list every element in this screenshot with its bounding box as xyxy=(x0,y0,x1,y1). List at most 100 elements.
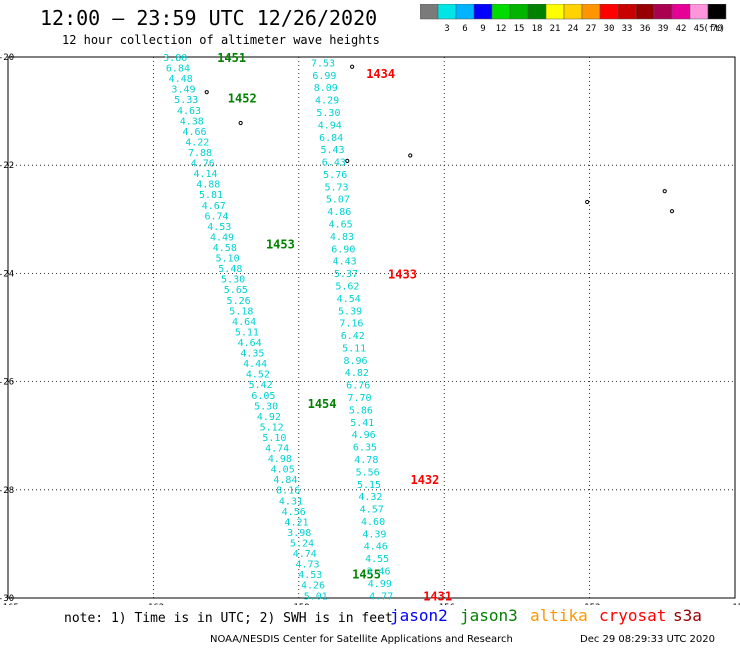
longitude-tick-label: -153 xyxy=(579,603,601,605)
wave-height-value: 5.43 xyxy=(320,145,344,156)
wave-height-value: 5.33 xyxy=(174,95,198,106)
wave-height-value: 4.74 xyxy=(293,549,317,560)
legend-bin-label: 45 xyxy=(694,24,705,34)
wave-height-value: 6.05 xyxy=(251,391,275,402)
generation-date: Dec 29 08:29:33 UTC 2020 xyxy=(580,634,715,645)
wave-height-value: 8.09 xyxy=(314,83,338,94)
latitude-tick-label: -20 xyxy=(0,53,14,63)
latitude-tick-label: -26 xyxy=(0,378,14,388)
wave-height-value: 4.96 xyxy=(352,430,376,441)
wave-height-value: 3.46 xyxy=(366,567,390,578)
wave-height-value: 5.26 xyxy=(227,296,251,307)
wave-height-value: 4.35 xyxy=(240,349,264,360)
pass-time-label: 1455 xyxy=(352,568,381,582)
wave-height-value: 5.30 xyxy=(254,401,278,412)
wave-height-value: 4.67 xyxy=(202,201,226,212)
wave-height-value: 4.83 xyxy=(330,232,354,243)
wave-height-value: 4.73 xyxy=(295,560,319,571)
wave-height-value: 4.77 xyxy=(369,591,393,602)
wave-height-value: 5.12 xyxy=(260,422,284,433)
wave-height-value: 4.76 xyxy=(191,159,215,170)
wave-height-value: 5.18 xyxy=(229,306,253,317)
wave-height-value: 4.88 xyxy=(196,180,220,191)
wave-height-value: 6.43 xyxy=(322,158,346,169)
wave-height-value: 5.01 xyxy=(304,591,328,602)
wave-height-value: 4.05 xyxy=(271,465,295,476)
island-marker xyxy=(204,90,209,95)
wave-height-value: 4.64 xyxy=(238,338,262,349)
wave-height-value: 4.63 xyxy=(177,106,201,117)
wave-height-value: 5.73 xyxy=(325,182,349,193)
footnote: note: 1) Time is in UTC; 2) SWH is in fe… xyxy=(64,611,393,626)
latitude-tick-label: -24 xyxy=(0,269,14,279)
wave-height-value: 7.16 xyxy=(339,319,363,330)
wave-height-value: 4.44 xyxy=(243,359,267,370)
island-marker xyxy=(350,64,355,69)
wave-height-value: 4.49 xyxy=(210,232,234,243)
legend-bin-label: 18 xyxy=(532,24,543,34)
pass-time-label: 1434 xyxy=(366,67,395,81)
pass-time-label: 1454 xyxy=(308,397,337,411)
island-marker xyxy=(408,153,413,158)
wave-height-value: 6.84 xyxy=(319,133,343,144)
wave-height-value: 4.57 xyxy=(360,505,384,516)
wave-height-value: 4.64 xyxy=(232,317,256,328)
latitude-tick-label: -28 xyxy=(0,486,14,496)
wave-height-value: 4.86 xyxy=(327,207,351,218)
wave-height-value: 4.32 xyxy=(358,492,382,503)
map-title: 12:00 – 23:59 UTC 12/26/2020 xyxy=(40,6,378,30)
wave-height-value: 5.07 xyxy=(326,195,350,206)
wave-height-value: 3.98 xyxy=(287,528,311,539)
wave-height-value: 4.52 xyxy=(246,370,270,381)
pass-time-label: 1431 xyxy=(423,589,452,603)
wave-height-value: 4.94 xyxy=(318,120,342,131)
wave-height-value: 4.56 xyxy=(282,507,306,518)
wave-height-value: 7.53 xyxy=(311,58,335,69)
legend-cryosat: cryosat xyxy=(599,606,667,625)
wave-height-value: 6.84 xyxy=(166,64,190,75)
wave-height-value: 5.48 xyxy=(218,264,242,275)
wave-height-value: 4.78 xyxy=(354,455,378,466)
wave-height-value: 4.43 xyxy=(333,257,357,268)
legend-bin-label: 15 xyxy=(514,24,525,34)
wave-height-value: 4.98 xyxy=(268,454,292,465)
wave-height-value: 3.80 xyxy=(163,53,187,64)
wave-height-value: 4.14 xyxy=(193,169,217,180)
island-marker xyxy=(662,189,667,194)
map-frame xyxy=(7,56,736,599)
wave-height-value: 5.86 xyxy=(349,405,373,416)
wave-height-value: 4.58 xyxy=(213,243,237,254)
wave-height-value: 5.37 xyxy=(334,269,358,280)
island-marker xyxy=(238,120,243,126)
wave-height-value: 5.15 xyxy=(357,480,381,491)
pass-time-label: 1432 xyxy=(410,473,439,487)
legend-bin-label: 21 xyxy=(550,24,561,34)
legend-bin-label: 42 xyxy=(676,24,687,34)
latitude-tick-label: -22 xyxy=(0,161,14,171)
wave-height-value: 4.99 xyxy=(368,579,392,590)
wave-height-value: 5.65 xyxy=(224,285,248,296)
wave-height-value: 4.74 xyxy=(265,444,289,455)
wave-height-value: 6.90 xyxy=(331,244,355,255)
wave-height-value: 4.65 xyxy=(329,220,353,231)
wave-height-value: 5.24 xyxy=(290,539,314,550)
wave-height-value: 4.26 xyxy=(301,581,325,592)
wave-height-value: 4.92 xyxy=(257,412,281,423)
legend-bin-label: 27 xyxy=(586,24,597,34)
wave-height-value: 5.11 xyxy=(342,343,366,354)
wave-height-value: 4.55 xyxy=(365,554,389,565)
wave-height-value: 4.48 xyxy=(169,74,193,85)
wave-height-value: 4.84 xyxy=(273,475,297,486)
wave-height-value: 5.10 xyxy=(262,433,286,444)
wave-height-value: 5.30 xyxy=(221,275,245,286)
legend-bin-label: 30 xyxy=(604,24,615,34)
wave-height-value: 5.62 xyxy=(335,281,359,292)
wave-height-value: 6.42 xyxy=(341,331,365,342)
legend-jason2: jason2 xyxy=(390,606,448,625)
wave-height-value: 4.31 xyxy=(279,496,303,507)
legend-s3a: s3a xyxy=(673,606,702,625)
wave-height-map: -20 -22 -24 -26 -28 -30-165 -162 -159 -156 -153 -1… xyxy=(0,51,740,605)
legend-bin-label: 33 xyxy=(622,24,633,34)
wave-height-value: 4.82 xyxy=(345,368,369,379)
island-marker xyxy=(585,199,590,205)
